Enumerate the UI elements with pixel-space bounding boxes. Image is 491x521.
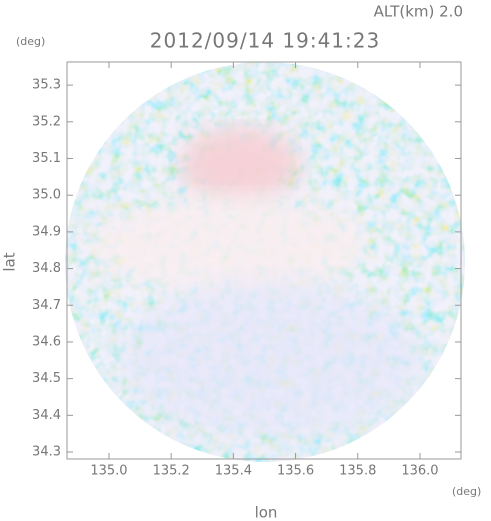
y-tick-label: 35.0 [32,188,61,203]
y-tick-label: 34.7 [32,298,61,313]
y-unit: (deg) [16,35,45,48]
chart-title: 2012/09/14 19:41:23 [150,29,380,53]
y-tick-label: 35.2 [32,114,61,129]
y-axis-label: lat [1,252,19,271]
x-tick-label: 135.6 [277,464,314,479]
radar-field [65,62,465,462]
y-tick-label: 35.1 [32,151,61,166]
y-tick-label: 34.4 [32,408,61,423]
x-tick-label: 135.4 [215,464,252,479]
x-tick-label: 136.0 [401,464,438,479]
x-tick-label: 135.8 [339,464,376,479]
x-unit: (deg) [452,485,481,498]
y-tick-label: 34.5 [32,371,61,386]
x-tick-label: 135.0 [90,464,127,479]
plot-frame [66,61,462,460]
y-tick-label: 35.3 [32,78,61,93]
x-axis-label: lon [255,504,278,521]
y-tick-label: 34.9 [32,224,61,239]
x-tick-label: 135.2 [153,464,190,479]
y-tick-label: 34.8 [32,261,61,276]
subtitle: ALT(km) 2.0 [374,3,463,21]
y-tick-label: 34.3 [32,445,61,460]
y-tick-label: 34.6 [32,334,61,349]
